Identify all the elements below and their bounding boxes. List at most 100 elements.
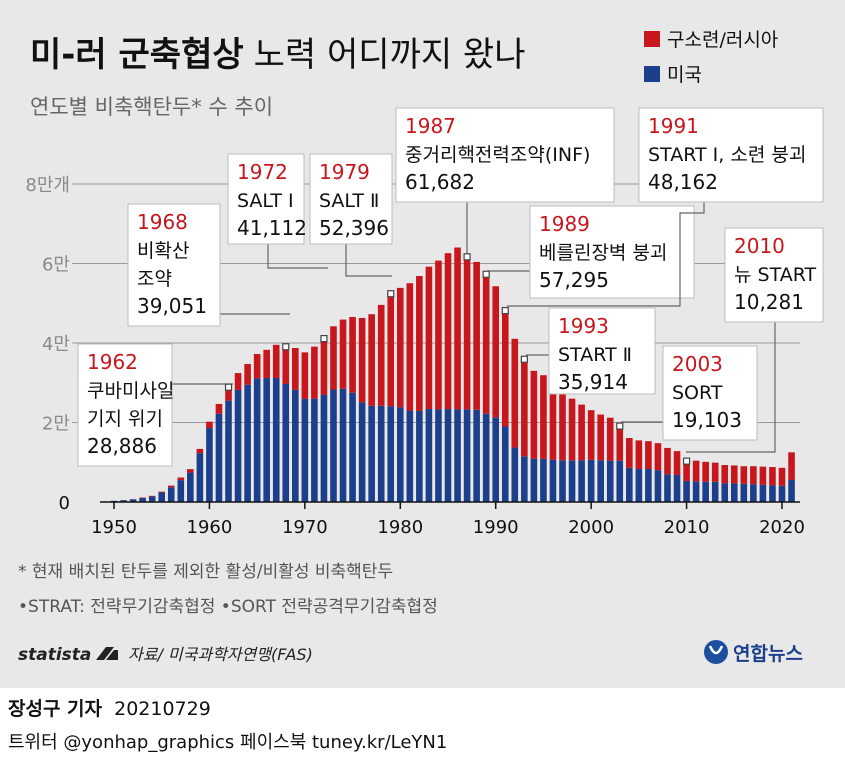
annotation-event: START Ⅰ, 소련 붕괴 xyxy=(648,144,806,166)
bar-usa xyxy=(482,413,490,502)
bar-russia xyxy=(206,421,213,429)
bar-usa xyxy=(664,474,671,502)
bar-usa xyxy=(225,400,232,502)
bar-usa xyxy=(521,456,528,502)
bar-usa xyxy=(387,406,395,502)
bar-russia xyxy=(540,375,547,459)
annotation-value: 39,051 xyxy=(137,294,207,318)
x-tick-label: 1960 xyxy=(187,517,233,538)
yonhap-logo-text: 연합뉴스 xyxy=(733,643,803,665)
statista-logo-icon xyxy=(96,647,114,660)
annotation-year: 1962 xyxy=(87,350,138,374)
bar-russia xyxy=(444,253,452,409)
bar-russia xyxy=(148,495,156,497)
bar-russia xyxy=(425,266,433,409)
bar-usa xyxy=(406,410,414,502)
annotation-value: 57,295 xyxy=(539,268,609,292)
legend-swatch-russia xyxy=(644,31,660,47)
bar-usa xyxy=(473,409,480,502)
bar-usa xyxy=(769,485,776,502)
annotation-value: 19,103 xyxy=(672,408,742,432)
axes: 0 2만 4만 6만 8만개 1950 1960 1970 1980 1990 2000 2010 20… xyxy=(25,175,804,538)
bar-usa xyxy=(654,470,662,502)
bar-russia xyxy=(454,247,461,410)
annotation-marker xyxy=(501,306,509,315)
annotation-box xyxy=(227,153,305,245)
bar-russia xyxy=(769,467,776,486)
bar-russia xyxy=(626,438,633,468)
infographic-canvas: 미-러 군축협상 노력 어디까지 왔나 연도별 비축핵탄두* 수 추이 구소련/러… xyxy=(18,29,824,665)
y-tick-label: 8만개 xyxy=(25,175,70,196)
bar-russia xyxy=(473,261,480,410)
bar-russia xyxy=(225,387,232,401)
bar-usa xyxy=(721,483,729,502)
yonhap-logo-swoosh xyxy=(708,645,724,655)
bar-russia xyxy=(263,349,270,378)
bar-usa xyxy=(730,483,738,502)
x-tick-label: 2020 xyxy=(759,517,805,538)
bar-russia xyxy=(616,426,624,461)
annotation-value: 28,886 xyxy=(87,434,157,458)
source-text: 자료/ 미국과학자연맹(FAS) xyxy=(128,645,313,664)
bar-usa xyxy=(645,469,652,502)
x-tick-label: 1970 xyxy=(282,517,328,538)
bar-usa xyxy=(292,389,299,502)
annotation-event: 기지 위기 xyxy=(87,408,163,430)
bar-usa xyxy=(606,460,614,502)
bar-russia xyxy=(501,310,509,427)
annotation-value: 48,162 xyxy=(648,170,718,194)
bar-russia xyxy=(253,354,261,379)
bar-usa xyxy=(568,460,576,502)
annotation-box xyxy=(724,227,824,323)
bar-usa xyxy=(673,474,681,502)
bar-usa xyxy=(358,402,366,502)
bar-usa xyxy=(311,398,318,502)
bar-russia xyxy=(549,383,557,460)
annotation-leader xyxy=(345,244,392,277)
bar-usa xyxy=(301,398,309,502)
bar-russia xyxy=(664,447,671,475)
annotation-marker xyxy=(616,422,624,430)
bar-usa xyxy=(711,481,719,502)
annotation-box xyxy=(529,205,695,299)
annotation-leader xyxy=(507,202,705,307)
bar-russia xyxy=(377,304,385,406)
bars xyxy=(110,247,795,502)
bar-russia xyxy=(416,276,423,411)
bar-usa xyxy=(587,459,595,502)
bar-russia xyxy=(435,260,442,410)
annotation-box xyxy=(309,153,393,245)
bar-usa xyxy=(740,483,748,502)
bar-russia xyxy=(606,417,614,461)
bar-russia xyxy=(368,314,375,406)
annotation-marker xyxy=(387,290,395,298)
bar-russia xyxy=(187,469,194,473)
footnote-abbrev: •STRAT: 전략무기감축협정 •SORT 전략공격무기감축협정 xyxy=(18,597,438,617)
annotation-event: 베를린장벽 붕괴 xyxy=(539,242,667,264)
y-tick-label: 2만 xyxy=(42,414,70,435)
bar-russia xyxy=(635,440,643,470)
bar-russia xyxy=(673,451,681,475)
bar-russia xyxy=(645,441,652,470)
bar-usa xyxy=(425,408,433,502)
social-links: 트위터 @yonhap_graphics 페이스북 tuney.kr/LeYN1 xyxy=(8,732,448,753)
y-tick-label: 0 xyxy=(59,493,70,514)
annotation-year: 1968 xyxy=(137,210,188,234)
y-tick-label: 6만 xyxy=(42,255,70,276)
reporter-name: 장성구 기자 xyxy=(8,698,103,720)
bar-usa xyxy=(263,377,270,502)
bar-russia xyxy=(196,448,204,454)
bar-russia xyxy=(740,466,748,484)
y-tick-label: 4만 xyxy=(42,334,70,355)
bar-usa xyxy=(320,394,328,502)
bar-usa xyxy=(339,388,347,502)
annotation-year: 2003 xyxy=(672,352,723,376)
annotation-box xyxy=(662,345,758,441)
bar-russia xyxy=(311,346,318,399)
annotation-box xyxy=(395,107,615,203)
bar-usa xyxy=(549,459,557,502)
annotation-marker xyxy=(682,457,691,465)
bar-russia xyxy=(282,346,290,384)
bar-usa xyxy=(635,469,643,502)
